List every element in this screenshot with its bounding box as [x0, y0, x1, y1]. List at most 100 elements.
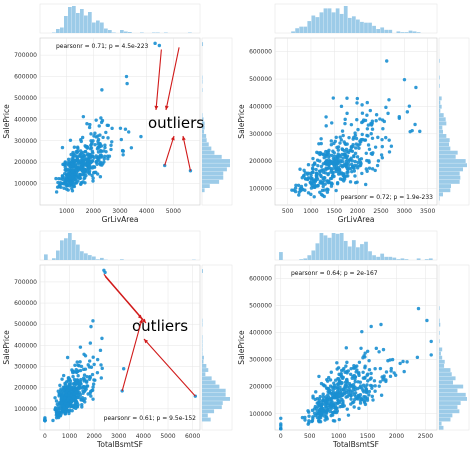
data-point: [309, 192, 313, 197]
data-point: [101, 135, 105, 140]
data-point: [379, 393, 384, 397]
hist-bar: [439, 58, 440, 63]
hist-bar: [335, 233, 340, 260]
x-tick-label: 1000: [62, 433, 77, 440]
data-point: [87, 164, 92, 169]
data-point: [429, 353, 433, 357]
data-point: [327, 375, 331, 380]
hist-bar: [108, 30, 112, 33]
data-point: [79, 163, 84, 168]
data-point: [60, 395, 64, 399]
data-point: [335, 393, 339, 397]
hist-bar: [56, 29, 60, 33]
outlier-arrow: [143, 338, 196, 397]
data-point: [58, 383, 62, 388]
data-point: [62, 186, 66, 190]
data-point: [72, 177, 77, 182]
hist-bar: [439, 75, 440, 80]
data-point: [367, 368, 372, 372]
data-point: [91, 179, 95, 183]
data-point: [83, 400, 87, 404]
data-point: [95, 370, 100, 375]
x-axis-label: GrLivArea: [102, 215, 139, 224]
data-point: [325, 410, 329, 415]
data-point: [70, 369, 75, 373]
data-point: [70, 409, 74, 413]
x-tick-label: 0: [43, 433, 47, 440]
data-point: [60, 174, 65, 178]
outlier-arrowhead: [170, 136, 175, 141]
data-point: [67, 383, 71, 387]
hist-bar: [335, 8, 340, 33]
data-point: [387, 98, 391, 102]
data-point: [344, 395, 348, 399]
data-point: [102, 160, 106, 164]
hist-bar: [202, 154, 222, 159]
data-point: [95, 156, 100, 160]
data-point: [153, 41, 157, 46]
data-point: [373, 367, 377, 371]
data-point: [100, 336, 104, 341]
data-point: [296, 183, 301, 188]
hist-bar: [364, 241, 368, 260]
data-point: [323, 384, 327, 388]
hist-bar: [319, 233, 324, 260]
data-point: [326, 387, 331, 391]
hist-bar: [439, 392, 466, 397]
data-point: [325, 152, 329, 157]
data-point: [87, 377, 92, 381]
data-point: [347, 158, 352, 162]
x-axis-label: TotalBsmtSF: [332, 440, 379, 449]
data-point: [389, 144, 394, 148]
data-point: [369, 121, 373, 126]
y-tick-label: 400000: [14, 342, 37, 349]
data-point: [322, 414, 327, 418]
data-point: [343, 117, 347, 122]
hist-bar: [439, 306, 440, 311]
data-point: [319, 164, 324, 169]
data-point: [379, 322, 383, 327]
data-point: [309, 186, 314, 190]
hist-bar: [424, 259, 429, 260]
data-point: [94, 160, 98, 164]
data-point: [88, 122, 92, 127]
data-point: [365, 373, 369, 377]
data-point: [95, 172, 100, 176]
hist-bar: [92, 256, 96, 260]
x-tick-label: 5000: [166, 208, 181, 215]
outlier-arrowhead: [144, 339, 149, 344]
data-point: [129, 146, 134, 150]
data-point: [91, 154, 95, 159]
data-point: [107, 154, 112, 158]
data-point: [385, 59, 389, 63]
outlier-arrow: [155, 49, 162, 111]
data-point: [55, 407, 59, 411]
data-point: [85, 153, 90, 157]
data-point: [121, 153, 125, 157]
data-point: [322, 175, 326, 180]
data-point: [370, 167, 375, 171]
data-point: [79, 160, 83, 164]
data-point: [106, 156, 110, 161]
data-point: [352, 169, 357, 173]
data-point: [311, 156, 315, 161]
hist-bar: [439, 163, 467, 168]
pearson-annotation: pearsonr = 0.61; p = 9.5e-152: [104, 415, 197, 422]
data-point: [328, 378, 333, 382]
data-point: [79, 168, 83, 172]
data-point: [353, 159, 357, 164]
data-point: [350, 169, 354, 174]
data-point: [87, 125, 92, 130]
pearson-annotation: pearsonr = 0.71; p = 4.5e-223: [56, 43, 149, 50]
data-point: [84, 380, 89, 384]
data-point: [319, 137, 323, 141]
hist-bar: [439, 117, 446, 122]
x-tick-label: 6000: [185, 433, 200, 440]
data-point: [109, 147, 113, 152]
data-point: [413, 122, 417, 127]
data-point: [101, 149, 106, 153]
data-point: [345, 379, 349, 384]
data-point: [65, 404, 69, 408]
hist-bar: [380, 27, 385, 33]
data-point: [350, 400, 355, 405]
